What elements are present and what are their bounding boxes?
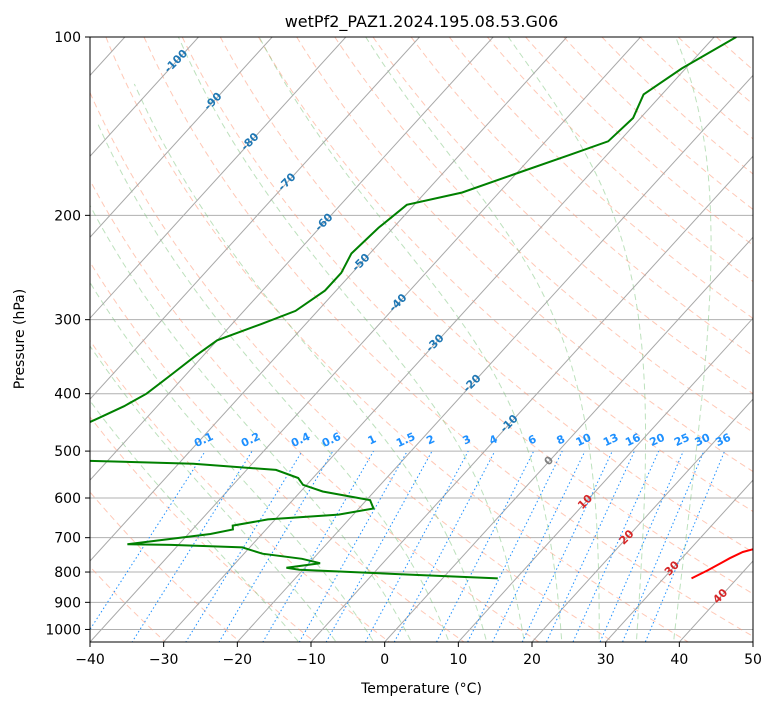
dry-adiabat [410,37,753,357]
x-tick-label: 0 [380,652,389,668]
x-tick-label: 10 [449,652,467,668]
mixing-ratio-line [131,450,253,642]
mixing-ratio-line [599,450,684,642]
mixing-ratio-label: 30 [693,431,713,449]
mixing-ratio-line [435,450,535,642]
dry-adiabat [296,37,753,473]
isotherm-line [457,317,753,642]
moist-adiabat [365,37,600,642]
isotherm-line [310,155,753,642]
x-tick-label: 20 [523,652,541,668]
y-tick-label: 400 [54,387,81,403]
mixing-ratio-line [185,450,303,642]
moist-adiabat [90,345,337,642]
mixing-ratio-line [90,450,206,631]
dry-adiabat [563,37,753,211]
mixing-ratio-label: 20 [647,431,667,449]
mixing-ratio-line [545,450,635,642]
isotherm-line [90,37,642,642]
dry-adiabat [334,37,753,433]
dry-adiabat [105,37,690,642]
mixing-ratio-line [467,450,563,642]
mixing-ratio-label: 13 [601,431,620,449]
y-tick-label: 800 [54,565,81,581]
isotherm-line [604,479,753,642]
mixing-ratio-label: 10 [574,431,594,449]
moist-adiabat [97,123,450,642]
isotherm-line [531,398,753,642]
y-axis-title: Pressure (hPa) [12,289,28,389]
dry-adiabat [258,37,753,513]
y-tick-label: 300 [54,313,81,329]
mixing-ratio-line [521,450,613,642]
dry-adiabat [90,179,540,642]
moist-adiabat [258,37,563,642]
isotherm-line [90,37,494,481]
mixing-ratio-label: 16 [623,431,643,449]
x-tick-label: −30 [149,652,179,668]
y-tick-label: 500 [54,444,81,460]
dry-adiabat [372,37,753,395]
moist-adiabat [673,37,712,642]
isotherm-line [162,37,715,642]
dry-adiabat [90,491,241,642]
pressure-gridlines [90,37,753,630]
y-tick-label: 100 [54,30,81,46]
isotherm-line [90,37,421,400]
axes: −40 −30 −20 −10 0 10 20 30 40 50 100 200 300 400 500 60… [45,30,762,668]
mixing-ratio-lines [90,450,726,642]
dry-adiabat [90,261,465,642]
x-tick-label: 50 [744,652,762,668]
dry-adiabat [525,37,753,246]
isotherm-line [90,37,200,158]
isotherm-line [236,74,753,642]
moist-adiabat [90,281,375,642]
y-tick-label: 600 [54,491,81,507]
mixing-ratio-line [572,450,660,642]
x-tick-label: 40 [670,652,688,668]
isotherm-line [90,37,347,319]
mixing-ratio-line [393,450,496,642]
mixing-ratio-line [325,450,433,642]
mixing-ratio-line [364,450,469,642]
isotherms [90,37,753,642]
isotherm-line [90,37,273,238]
mixing-ratio-line [218,450,334,642]
y-tick-label: 200 [54,208,81,224]
moist-adiabat [507,37,646,642]
moist-adiabat [90,399,300,642]
mixing-ratio-line [491,450,586,642]
dry-adiabat [181,37,753,595]
isotherm-line [383,236,753,642]
dry-adiabat [219,37,753,553]
x-tick-label: 30 [597,652,615,668]
moist-adiabat [133,83,488,642]
dry-adiabat [143,37,753,637]
plot-area: 0.1 0.2 0.4 0.6 1 1.5 2 3 4 6 8 10 13 16 20 25 30 36-100-… [90,37,753,642]
dry-adiabat [90,339,391,642]
dry-adiabat [90,91,615,642]
dry-adiabats [90,37,753,642]
x-tick-label: −40 [75,652,105,668]
profile-lines [90,37,753,580]
chart-title: wetPf2_PAZ1.2024.195.08.53.G06 [285,12,559,32]
plot-frame [89,36,754,643]
y-tick-label: 900 [54,595,81,611]
mixing-ratio-label: 36 [713,431,733,449]
y-tick-label: 1000 [45,622,81,638]
x-tick-label: −20 [223,652,253,668]
y-tick-label: 700 [54,531,81,547]
isotherm-line [90,37,568,562]
x-axis-title: Temperature (°C) [360,681,482,697]
x-tick-label: −10 [296,652,326,668]
profile-line [90,37,737,580]
moist-adiabat [177,37,525,642]
moist-adiabats [90,37,712,642]
mixing-ratio-label: 25 [672,431,691,449]
moist-adiabat [90,204,412,642]
